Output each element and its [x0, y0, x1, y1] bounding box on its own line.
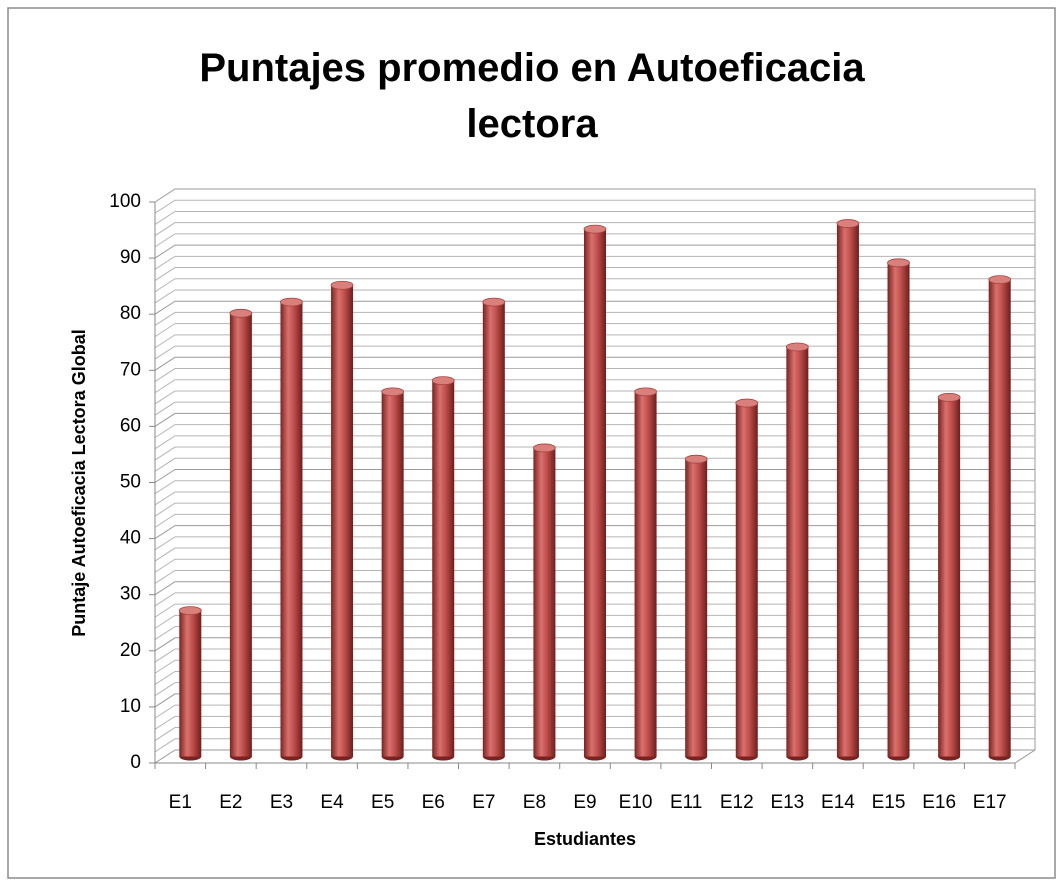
bar-top	[634, 387, 657, 397]
bar	[988, 279, 1011, 757]
minor-grid-line	[154, 323, 1035, 338]
minor-grid-line	[154, 311, 1035, 326]
bar-top	[178, 606, 202, 616]
x-tick-label: E2	[219, 792, 242, 813]
minor-grid-line	[154, 278, 1035, 293]
y-tick-label: 30	[120, 584, 141, 605]
bar-top	[785, 342, 809, 352]
minor-grid-line	[154, 368, 1035, 382]
grid-line	[154, 300, 1035, 315]
bar	[331, 285, 354, 757]
x-tick-label: E15	[872, 792, 906, 813]
y-tick-label: 50	[120, 472, 141, 493]
bar	[229, 313, 252, 757]
bar	[179, 610, 202, 757]
grid-line	[154, 244, 1035, 259]
minor-grid-line	[154, 210, 1035, 225]
grid-line	[154, 356, 1035, 371]
bar	[887, 262, 910, 757]
y-tick-label: 20	[120, 640, 141, 661]
x-tick-label: E1	[169, 792, 192, 813]
bar-top	[836, 219, 860, 228]
minor-grid-line	[154, 233, 1035, 248]
bar-top	[482, 297, 506, 307]
x-tick-label: E11	[670, 792, 702, 813]
bar	[735, 403, 758, 757]
minor-grid-line	[154, 255, 1035, 270]
minor-grid-line	[154, 289, 1035, 304]
bar	[938, 397, 961, 757]
x-tick-label: E7	[472, 792, 495, 813]
bar-top	[988, 275, 1012, 285]
bar-top	[229, 308, 253, 318]
y-tick-label: 10	[120, 696, 141, 717]
bar	[533, 447, 556, 757]
y-tick-label: 70	[120, 359, 141, 380]
x-tick-label: E12	[720, 792, 754, 813]
bar-top	[431, 376, 455, 386]
chart-title: Puntajes promedio en Autoeficacia lector…	[199, 46, 865, 146]
y-tick-label: 100	[109, 191, 141, 212]
x-tick-label: E9	[573, 792, 596, 813]
y-tick-label: 80	[120, 303, 141, 324]
x-tick-label: E10	[619, 792, 653, 813]
bar	[786, 346, 809, 757]
y-tick-label: 0	[130, 752, 141, 773]
bar-top	[684, 454, 708, 464]
bar	[482, 302, 505, 757]
bar-top	[533, 443, 556, 453]
minor-grid-line	[154, 345, 1035, 360]
y-tick-label: 40	[120, 528, 141, 549]
minor-grid-line	[154, 334, 1035, 349]
bar-top	[280, 297, 303, 307]
x-tick-label: E5	[371, 792, 394, 813]
bar	[836, 223, 859, 757]
x-axis-label: Estudiantes	[534, 829, 636, 849]
bar-top	[887, 258, 910, 268]
bar	[584, 229, 606, 757]
x-tick-label: E4	[320, 792, 344, 813]
minor-grid-line	[154, 222, 1035, 237]
minor-grid-line	[154, 199, 1035, 214]
grid-line	[154, 188, 1035, 203]
x-tick-label: E13	[770, 792, 804, 813]
x-tick-label: E8	[523, 792, 546, 813]
y-tick-label: 90	[120, 247, 141, 268]
y-tick-label: 60	[120, 415, 141, 436]
x-tick-label: E3	[270, 792, 293, 813]
bar	[280, 302, 303, 757]
bar-top	[330, 280, 354, 290]
bar	[381, 391, 404, 757]
y-axis-label: Puntaje Autoeficacia Lectora Global	[69, 329, 89, 636]
bar	[685, 459, 708, 757]
bar-top	[381, 387, 405, 397]
bar	[634, 391, 657, 757]
x-tick-label: E16	[922, 792, 956, 813]
minor-grid-line	[154, 267, 1035, 281]
bar	[432, 380, 455, 757]
x-tick-label: E14	[821, 792, 855, 813]
minor-grid-line	[154, 379, 1035, 394]
bar-top	[583, 224, 607, 234]
bar-top	[937, 393, 961, 402]
bar-top	[735, 398, 759, 408]
x-tick-label: E6	[422, 792, 445, 813]
minor-grid-line	[154, 390, 1035, 405]
x-tick-label: E17	[973, 792, 1007, 813]
